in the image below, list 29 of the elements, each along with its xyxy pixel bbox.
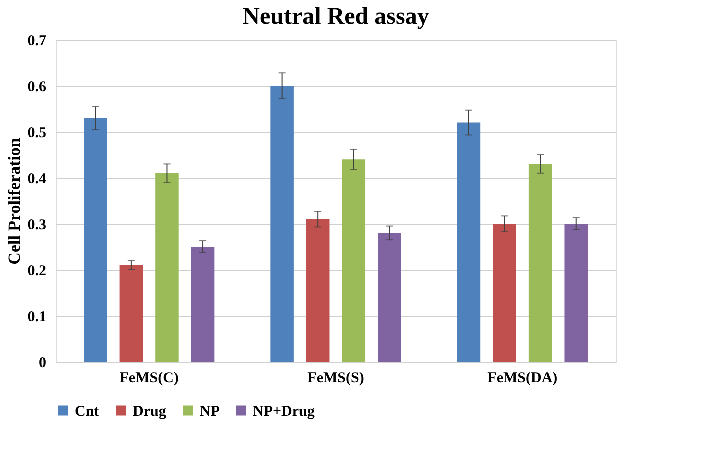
bar xyxy=(528,164,552,362)
bar xyxy=(156,173,179,362)
bar xyxy=(84,118,108,362)
y-tick-label: 0.7 xyxy=(28,34,47,50)
bar xyxy=(191,247,215,362)
legend-label: Drug xyxy=(133,404,167,420)
bar xyxy=(270,86,294,362)
x-tick-label: FeMS(S) xyxy=(308,370,364,386)
chart-title: Neutral Red assay xyxy=(242,4,430,30)
y-tick-label: 0.6 xyxy=(28,80,47,96)
bar xyxy=(564,224,588,362)
bar xyxy=(457,122,481,362)
y-tick-label: 0.3 xyxy=(28,218,46,234)
legend-label: NP+Drug xyxy=(253,404,316,420)
bar xyxy=(493,224,516,362)
bar xyxy=(378,233,402,362)
legend-label: Cnt xyxy=(75,404,100,420)
bar xyxy=(342,160,366,362)
y-tick-label: 0.2 xyxy=(28,264,46,280)
y-tick-label: 0.5 xyxy=(28,126,46,142)
bar xyxy=(306,219,330,362)
y-tick-label: 0.1 xyxy=(28,310,46,326)
x-tick-label: FeMS(DA) xyxy=(488,370,558,386)
y-tick-label: 0 xyxy=(39,356,46,372)
y-axis-title: Cell Proliferation xyxy=(4,138,24,265)
y-tick-label: 0.4 xyxy=(28,172,47,188)
x-tick-label: FeMS(C) xyxy=(120,370,179,386)
legend-label: NP xyxy=(200,404,220,420)
bar xyxy=(120,265,144,362)
